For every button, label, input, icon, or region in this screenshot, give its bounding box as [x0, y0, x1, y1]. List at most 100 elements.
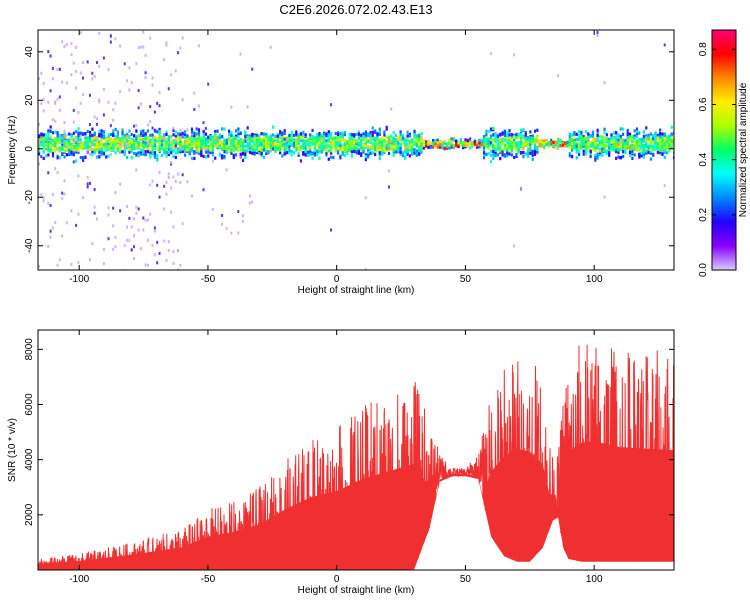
spectrogram-cell: [508, 133, 511, 137]
spectrogram-cell: [288, 145, 291, 149]
spectrogram-cell: [51, 149, 55, 153]
spectrogram-cell: [255, 149, 259, 153]
spectrogram-cell: [133, 234, 136, 238]
spectrogram-cell: [133, 151, 136, 156]
spectrogram-cell: [408, 146, 411, 150]
spectrogram-cell: [392, 143, 395, 147]
spectrogram-cell: [418, 152, 421, 156]
spectrogram-cell: [323, 135, 326, 139]
spectrogram-cell: [343, 149, 347, 153]
spectrogram-cell: [151, 151, 154, 156]
spectrogram-cell: [267, 145, 270, 149]
colorbar-label: Normalized spectral amplitude: [738, 82, 749, 217]
spectrogram-cell: [123, 139, 126, 143]
spectrogram-cell: [200, 147, 203, 151]
spectrogram-cell: [112, 108, 115, 112]
spectrogram-cell: [167, 150, 170, 154]
spectrogram-cell: [295, 137, 298, 142]
spectrogram-cell: [119, 44, 122, 48]
snr-y-tick-label: 6000: [24, 393, 35, 416]
spectrogram-cell: [165, 192, 168, 196]
spectrogram-cell: [571, 145, 574, 150]
spectrogram-cell: [156, 240, 159, 244]
spectrogram-cell: [179, 138, 182, 142]
spectrogram-cell: [202, 143, 205, 147]
spectrogram-cell: [598, 135, 602, 139]
spectrogram-cell: [149, 119, 152, 123]
spectrogram-cell: [445, 146, 449, 150]
spectrogram-cell: [279, 131, 282, 135]
spectrogram-cell: [221, 147, 224, 151]
spectrogram-cell: [353, 146, 356, 151]
spectrogram-cell: [320, 142, 323, 147]
spectrogram-cell: [146, 218, 149, 222]
spectrogram-cell: [105, 138, 108, 142]
spectrogram-cell: [109, 144, 113, 148]
spectrogram-cell: [587, 132, 590, 136]
spectrogram-cell: [246, 126, 249, 130]
spectrogram-cell: [186, 180, 189, 184]
spectrogram-cell: [360, 133, 363, 137]
spectrogram-cell: [44, 138, 48, 142]
spectrogram-cell: [172, 142, 175, 146]
spectrogram-cell: [661, 139, 664, 143]
spectrogram-cell: [469, 146, 472, 150]
spectrogram-cell: [195, 127, 198, 131]
spectrogram-cell: [619, 147, 622, 151]
spectrogram-cell: [234, 136, 238, 140]
spectrogram-cell: [640, 144, 643, 148]
spectrogram-cell: [547, 141, 551, 145]
spectrogram-cell: [186, 145, 189, 149]
spectrogram-cell: [360, 144, 363, 148]
spectrogram-cell: [130, 248, 133, 252]
spectrogram-cell: [596, 30, 599, 34]
spectrogram-cell: [482, 144, 486, 148]
spectrogram-cell: [246, 105, 249, 109]
spectrogram-cell: [223, 150, 226, 154]
spectrogram-cell: [135, 123, 138, 127]
spectrogram-cell: [51, 118, 54, 122]
spectrogram-cell: [531, 153, 534, 157]
spectrogram-cell: [160, 139, 164, 144]
spectrogram-cell: [153, 110, 156, 114]
spectrogram-cell: [167, 138, 170, 142]
spectrogram-cell: [369, 138, 372, 143]
spectrogram-cell: [517, 147, 520, 151]
spectrogram-cell: [554, 140, 557, 145]
spectrogram-cell: [415, 143, 418, 148]
spectrogram-cell: [397, 149, 400, 153]
spectrogram-cell: [38, 122, 40, 126]
spectrogram-cell: [272, 147, 275, 151]
spectrogram-cell: [376, 144, 379, 148]
spectrogram-cell: [448, 142, 451, 146]
spectrogram-cell: [246, 149, 249, 153]
spectrogram-cell: [357, 151, 361, 155]
spectrogram-cell: [121, 150, 124, 154]
spectrogram-cell: [146, 123, 149, 127]
spectrogram-cell: [339, 143, 342, 147]
spectrogram-cell: [51, 226, 54, 230]
spectrogram-cell: [659, 132, 662, 136]
spectrogram-cell: [163, 137, 166, 141]
spectrogram-cell: [612, 144, 615, 148]
spectrogram-cell: [214, 156, 217, 160]
spectrogram-cell: [513, 138, 516, 143]
spectrogram-cell: [663, 133, 666, 137]
spectrogram-cell: [635, 131, 639, 135]
spectrogram-cell: [487, 137, 490, 141]
spectrogram-cell: [241, 152, 245, 156]
spectrogram-cell: [130, 225, 133, 229]
spectrogram-cell: [237, 210, 240, 214]
spectrogram-cell: [608, 149, 611, 153]
spectrogram-cell: [216, 141, 219, 145]
spectrogram-cell: [93, 205, 96, 209]
spectrogram-cell: [316, 150, 319, 154]
spectrogram-cell: [139, 152, 143, 156]
spectrogram-cell: [336, 135, 340, 139]
spectrogram-cell: [299, 135, 303, 139]
spectrogram-cell: [376, 132, 379, 136]
spectrogram-cell: [494, 146, 497, 150]
spectrogram-cell: [137, 145, 140, 150]
spectrogram-cell: [105, 155, 108, 159]
spectrogram-cell: [302, 141, 305, 145]
